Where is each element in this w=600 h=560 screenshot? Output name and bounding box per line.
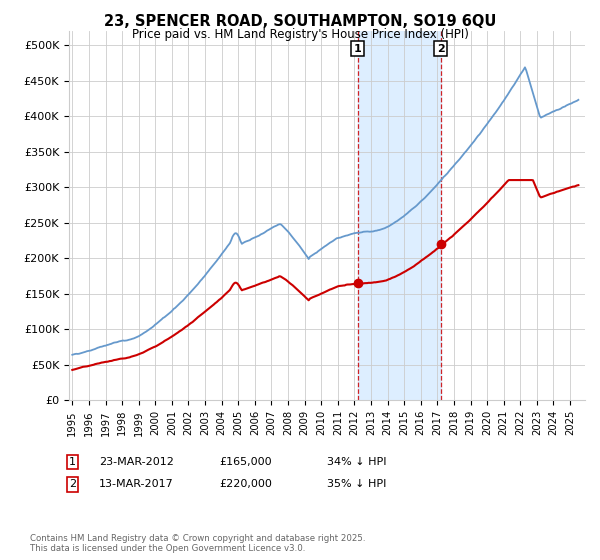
Text: 23-MAR-2012: 23-MAR-2012	[99, 457, 174, 467]
Text: 34% ↓ HPI: 34% ↓ HPI	[327, 457, 386, 467]
Text: 13-MAR-2017: 13-MAR-2017	[99, 479, 174, 489]
Text: Price paid vs. HM Land Registry's House Price Index (HPI): Price paid vs. HM Land Registry's House …	[131, 28, 469, 41]
Text: 2: 2	[437, 44, 445, 54]
Text: Contains HM Land Registry data © Crown copyright and database right 2025.
This d: Contains HM Land Registry data © Crown c…	[30, 534, 365, 553]
Text: 1: 1	[354, 44, 362, 54]
Text: 23, SPENCER ROAD, SOUTHAMPTON, SO19 6QU: 23, SPENCER ROAD, SOUTHAMPTON, SO19 6QU	[104, 14, 496, 29]
Text: £220,000: £220,000	[219, 479, 272, 489]
Text: £165,000: £165,000	[219, 457, 272, 467]
Text: 35% ↓ HPI: 35% ↓ HPI	[327, 479, 386, 489]
Bar	[358, 31, 440, 400]
Text: 2: 2	[69, 479, 76, 489]
Text: 1: 1	[69, 457, 76, 467]
